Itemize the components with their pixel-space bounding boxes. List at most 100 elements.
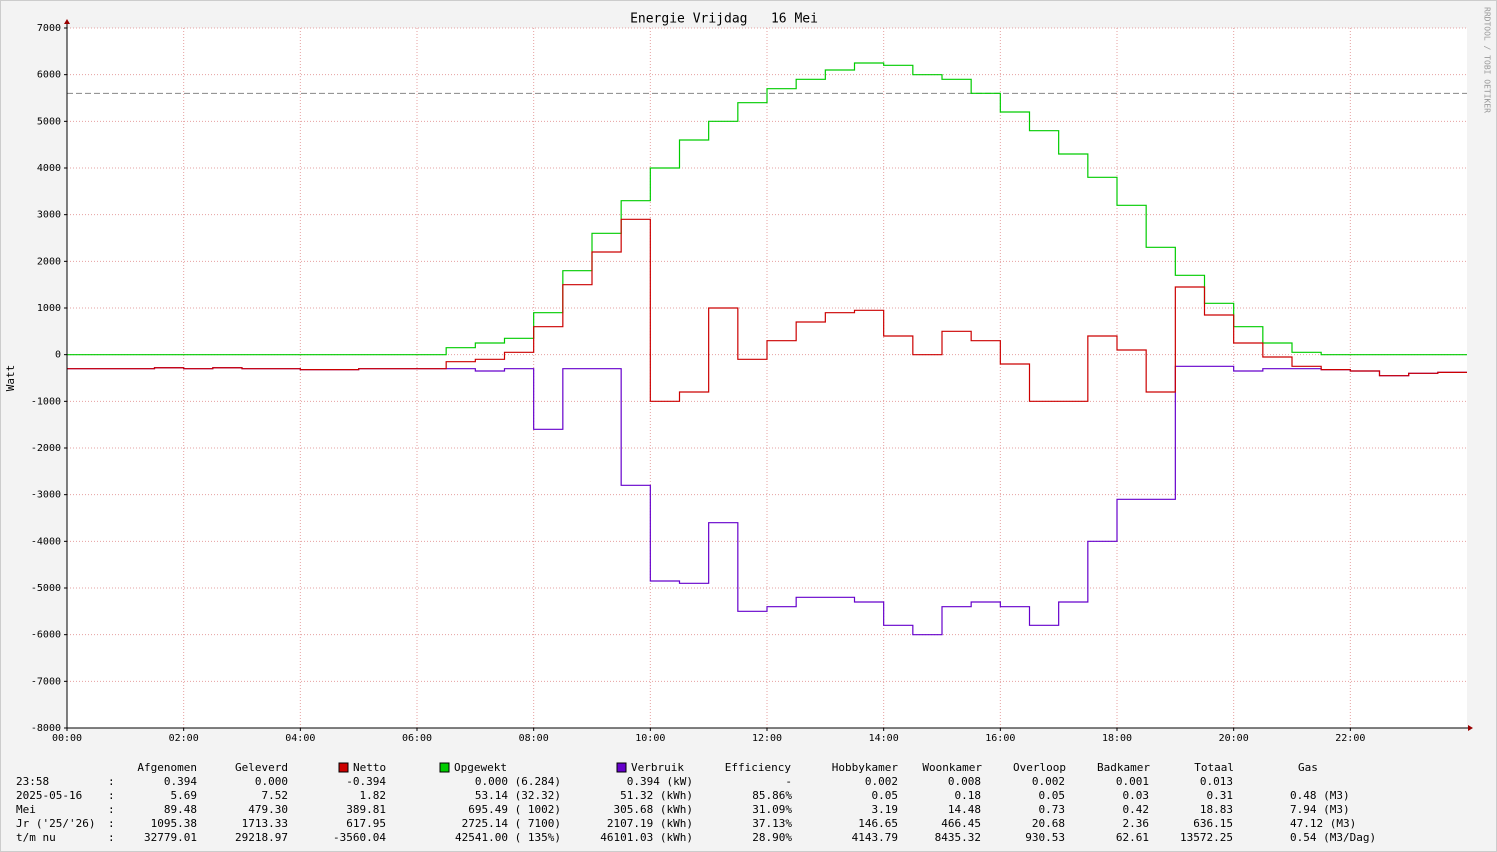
table-cell: -	[785, 775, 792, 788]
table-cell: 2.36	[1123, 817, 1150, 830]
table-cell: 7.94 (M3)	[1290, 803, 1350, 816]
legend-label: Opgewekt	[454, 761, 507, 774]
y-tick-label: 5000	[37, 116, 61, 127]
table-cell: 28.90%	[752, 831, 792, 844]
x-tick-label: 16:00	[985, 733, 1015, 744]
table-cell: 0.000	[255, 775, 288, 788]
x-tick-label: 22:00	[1335, 733, 1365, 744]
y-tick-label: 3000	[37, 210, 61, 221]
x-tick-label: 02:00	[169, 733, 199, 744]
y-tick-label: 4000	[37, 163, 61, 174]
x-tick-label: 18:00	[1102, 733, 1132, 744]
table-cell: 0.394 (kW)	[627, 775, 693, 788]
table-cell: 305.68 (kWh)	[614, 803, 693, 816]
table-cell: 7.52	[262, 789, 289, 802]
x-arrow	[1468, 725, 1473, 731]
column-header: Gas	[1298, 761, 1318, 774]
table-cell: 2107.19 (kWh)	[607, 817, 693, 830]
y-axis-label: Watt	[4, 365, 17, 392]
table-cell: 146.65	[858, 817, 898, 830]
x-tick-label: 10:00	[635, 733, 665, 744]
table-cell: 0.05	[872, 789, 899, 802]
y-tick-label: -7000	[31, 676, 61, 687]
row-label: Jr ('25/'26)	[16, 817, 95, 830]
table-cell: 20.68	[1032, 817, 1065, 830]
table-cell: 13572.25	[1180, 831, 1233, 844]
column-header: Totaal	[1194, 761, 1234, 774]
grid: -8000 -7000 -6000 -5000 -4000 -3000 -2000 -1000…	[31, 23, 1467, 744]
table-cell: 930.53	[1025, 831, 1065, 844]
x-tick-label: 06:00	[402, 733, 432, 744]
table-cell: 8435.32	[935, 831, 981, 844]
x-tick-label: 00:00	[52, 733, 82, 744]
table-cell: 0.48 (M3)	[1290, 789, 1350, 802]
y-arrow	[64, 19, 70, 24]
legend-swatch	[338, 762, 349, 773]
table-cell: 0.394	[164, 775, 197, 788]
table-cell: 53.14 (32.32)	[475, 789, 561, 802]
legend-swatch	[439, 762, 450, 773]
row-label: 2025-05-16	[16, 789, 82, 802]
column-header: Efficiency	[725, 761, 792, 774]
y-tick-label: -5000	[31, 583, 61, 594]
table-cell: -3560.04	[333, 831, 386, 844]
table-cell: 5.69	[171, 789, 198, 802]
row-label: Mei	[16, 803, 36, 816]
y-tick-label: -6000	[31, 630, 61, 641]
table-cell: 0.001	[1116, 775, 1149, 788]
row-separator: :	[108, 789, 115, 802]
table-cell: 1713.33	[242, 817, 288, 830]
table-cell: 0.05	[1039, 789, 1066, 802]
table-cell: 46101.03 (kWh)	[600, 831, 693, 844]
table-cell: 4143.79	[852, 831, 898, 844]
table-cell: 0.73	[1039, 803, 1066, 816]
table-cell: 617.95	[346, 817, 386, 830]
y-tick-label: -2000	[31, 443, 61, 454]
x-tick-label: 20:00	[1219, 733, 1249, 744]
table-cell: 89.48	[164, 803, 197, 816]
column-header: Geleverd	[235, 761, 288, 774]
y-tick-label: -8000	[31, 723, 61, 734]
table-cell: 0.013	[1200, 775, 1233, 788]
y-tick-label: 7000	[37, 23, 61, 34]
table-cell: 466.45	[941, 817, 981, 830]
table-cell: 1.82	[360, 789, 387, 802]
x-tick-label: 04:00	[285, 733, 315, 744]
legend-label: Netto	[353, 761, 386, 774]
x-tick-label: 14:00	[869, 733, 899, 744]
row-label: t/m nu	[16, 831, 56, 844]
table-cell: 479.30	[248, 803, 288, 816]
table-cell: 0.008	[948, 775, 981, 788]
row-separator: :	[108, 803, 115, 816]
marks	[67, 62, 1467, 636]
y-tick-label: 6000	[37, 70, 61, 81]
row-label: 23:58	[16, 775, 49, 788]
legend-swatch	[616, 762, 627, 773]
x-tick-label: 08:00	[519, 733, 549, 744]
column-header: Overloop	[1013, 761, 1066, 774]
table-cell: 47.12 (M3)	[1290, 817, 1356, 830]
table-cell: 695.49 ( 1002)	[468, 803, 561, 816]
legend-table: Afgenomen Geleverd Netto Opgewekt Verbruik Ef…	[16, 761, 1376, 844]
table-cell: 389.81	[346, 803, 386, 816]
table-cell: 14.48	[948, 803, 981, 816]
row-separator: :	[108, 831, 115, 844]
table-cell: 0.42	[1123, 803, 1150, 816]
table-cell: 0.54 (M3/Dag)	[1290, 831, 1376, 844]
series-line	[67, 218, 1467, 402]
table-cell: 1095.38	[151, 817, 197, 830]
table-cell: 29218.97	[235, 831, 288, 844]
table-cell: 0.31	[1207, 789, 1234, 802]
table-cell: 51.32 (kWh)	[620, 789, 693, 802]
chart-title: Energie Vrijdag 16 Mei	[630, 12, 818, 27]
y-tick-label: 0	[55, 350, 61, 361]
table-cell: 2725.14 ( 7100)	[462, 817, 561, 830]
y-tick-label: 1000	[37, 303, 61, 314]
table-cell: 0.03	[1123, 789, 1150, 802]
table-cell: 32779.01	[144, 831, 197, 844]
table-cell: 3.19	[872, 803, 899, 816]
table-cell: 62.61	[1116, 831, 1149, 844]
table-cell: 85.86%	[752, 789, 792, 802]
table-cell: 0.002	[1032, 775, 1065, 788]
